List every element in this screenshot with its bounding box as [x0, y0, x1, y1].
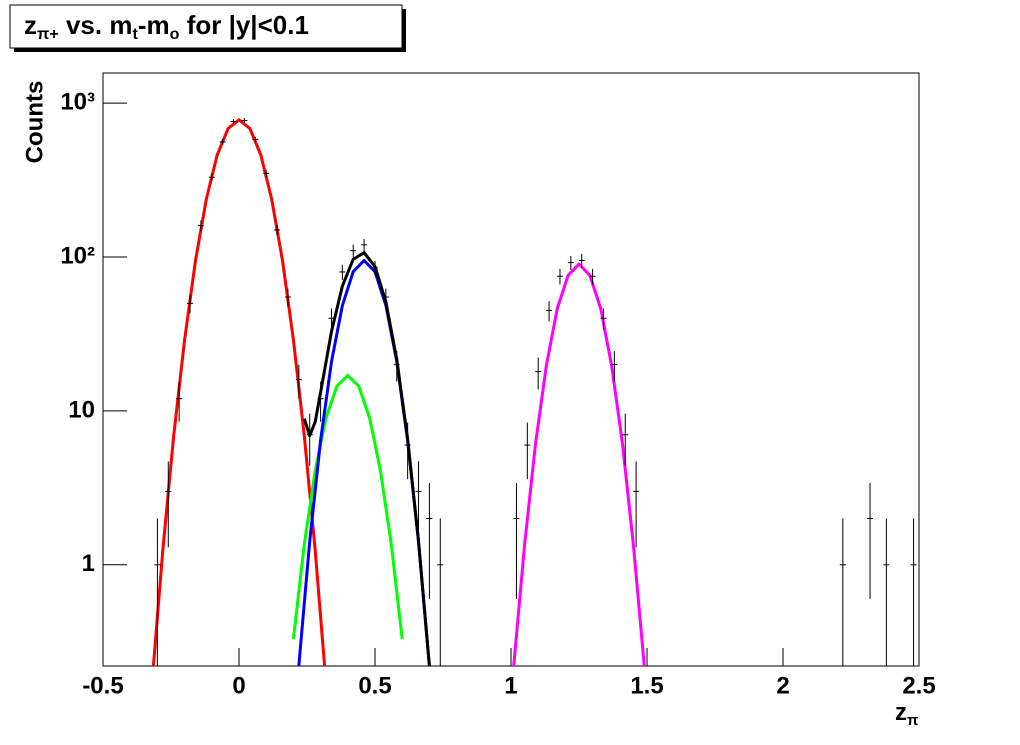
y-tick-label: 10²	[60, 242, 95, 269]
plot-frame	[102, 72, 920, 667]
subscript: π+	[37, 25, 59, 43]
y-axis-label: Counts	[21, 81, 48, 164]
fit-curve	[151, 118, 327, 666]
fit-curve	[302, 251, 431, 666]
text-part: z	[895, 699, 907, 726]
subscript: t	[132, 25, 138, 43]
fit-curve	[291, 374, 404, 640]
y-tick-label: 10³	[60, 88, 95, 115]
y-tick-label: 1	[82, 550, 95, 577]
x-tick-label: 2.5	[902, 672, 935, 699]
fit-curve	[512, 262, 646, 666]
text-part: vs. m	[59, 10, 133, 40]
x-tick-label: 1	[504, 672, 517, 699]
x-tick-label: 1.5	[630, 672, 663, 699]
plot-area	[151, 118, 917, 666]
x-tick-label: -0.5	[82, 672, 123, 699]
y-tick-label: 10	[68, 396, 95, 423]
axes: -0.5 0 0.5 1 1.5 2 2.5 1 10 10² 10³	[60, 88, 935, 699]
x-axis-label: zπ	[895, 699, 918, 729]
title-box	[9, 4, 403, 49]
subscript: o	[170, 25, 180, 43]
text-part: -m	[138, 10, 170, 40]
x-tick-label: 0.5	[358, 672, 391, 699]
chart-title: zπ+ vs. mt-mo for |y|<0.1	[24, 10, 309, 43]
x-tick-label: 2	[776, 672, 789, 699]
text-part: z	[24, 10, 37, 40]
subscript: π	[907, 713, 918, 729]
text-part: for |y|<0.1	[179, 10, 308, 40]
x-tick-label: 0	[232, 672, 245, 699]
